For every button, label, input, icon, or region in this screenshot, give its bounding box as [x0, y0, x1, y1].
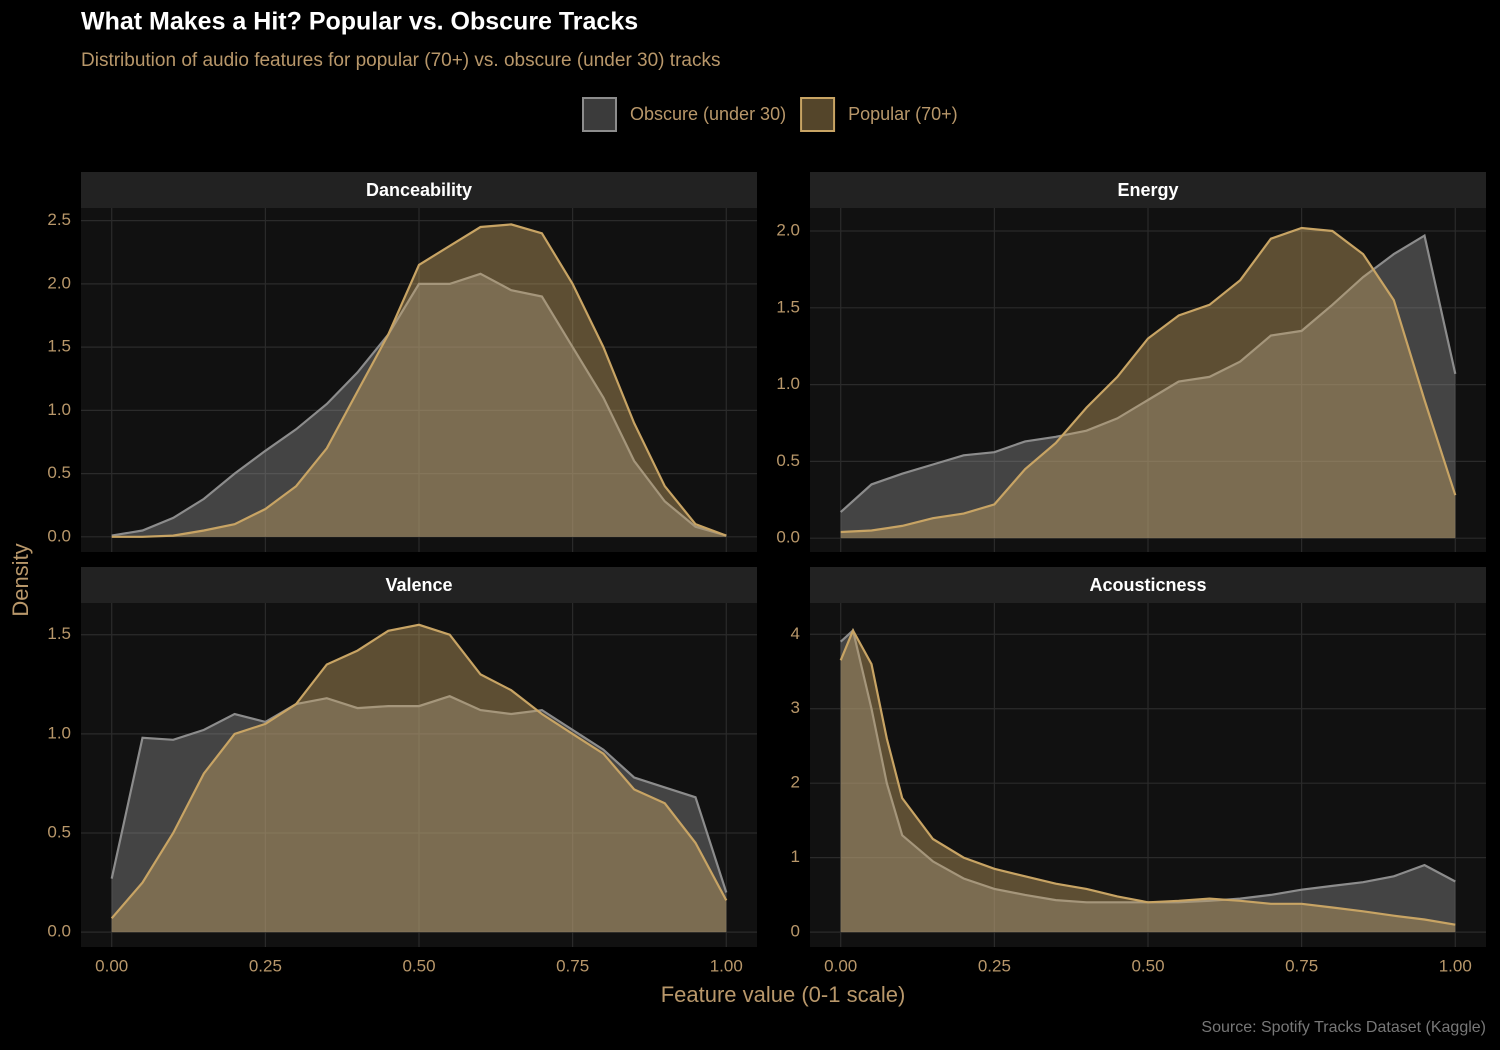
x-tick-label: 0.50: [1131, 956, 1164, 975]
x-tick-label: 0.25: [249, 956, 282, 975]
x-tick-label: 0.00: [824, 956, 857, 975]
y-tick-label: 3: [791, 698, 800, 717]
x-tick-label: 1.00: [710, 956, 743, 975]
y-axis-title: Density: [8, 543, 33, 616]
density-area: [840, 630, 1456, 933]
y-tick-label: 1.0: [776, 374, 800, 393]
y-tick-label: 1.0: [47, 400, 71, 419]
x-tick-label: 0.00: [95, 956, 128, 975]
density-area: [840, 235, 1456, 539]
legend-label: Obscure (under 30): [630, 104, 786, 124]
density-area: [111, 624, 727, 933]
y-tick-label: 0.5: [47, 463, 71, 482]
y-tick-label: 2: [791, 773, 800, 792]
y-tick-label: 0.0: [776, 528, 800, 547]
y-tick-label: 2.5: [47, 210, 71, 229]
x-tick-label: 0.50: [402, 956, 435, 975]
panel-title: Energy: [1117, 180, 1178, 200]
x-tick-label: 1.00: [1439, 956, 1472, 975]
density-line: [111, 223, 727, 538]
y-tick-label: 0.0: [47, 922, 71, 941]
density-line: [110, 623, 728, 920]
y-tick-label: 0.5: [776, 451, 800, 470]
strip: [81, 172, 757, 208]
y-tick-label: 0.5: [47, 822, 71, 841]
y-tick-label: 0: [791, 922, 800, 941]
density-area: [840, 228, 1456, 539]
chart-title: What Makes a Hit? Popular vs. Obscure Tr…: [81, 8, 638, 36]
x-tick-label: 0.75: [556, 956, 589, 975]
density-area: [111, 224, 727, 537]
panel-title: Danceability: [366, 180, 472, 200]
legend-swatch: [800, 97, 836, 132]
density-line: [839, 628, 1456, 904]
y-tick-label: 4: [791, 624, 800, 643]
panel-title: Acousticness: [1089, 575, 1206, 595]
chart-subtitle: Distribution of audio features for popul…: [81, 50, 720, 71]
legend-label: Popular (70+): [848, 104, 958, 124]
density-line: [839, 627, 1456, 926]
y-tick-label: 2.0: [776, 221, 800, 240]
strip: [810, 567, 1486, 603]
density-line: [111, 272, 727, 537]
density-area: [111, 696, 727, 933]
x-axis-title: Feature value (0-1 scale): [661, 982, 906, 1007]
y-tick-label: 1.5: [47, 337, 71, 356]
density-line: [840, 226, 1457, 534]
y-tick-label: 1.5: [47, 624, 71, 643]
density-line: [839, 233, 1457, 513]
caption: Source: Spotify Tracks Dataset (Kaggle): [1201, 1019, 1486, 1036]
x-tick-label: 0.75: [1285, 956, 1318, 975]
y-tick-label: 1.0: [47, 723, 71, 742]
density-area: [111, 273, 727, 537]
y-tick-label: 2.0: [47, 273, 71, 292]
y-tick-label: 0.0: [47, 526, 71, 545]
legend-swatch: [582, 97, 617, 132]
panel-title: Valence: [385, 575, 452, 595]
x-tick-label: 0.25: [978, 956, 1011, 975]
strip: [810, 172, 1486, 208]
strip: [81, 567, 757, 603]
density-line: [110, 695, 728, 893]
density-area: [840, 630, 1456, 933]
y-tick-label: 1: [791, 847, 800, 866]
y-tick-label: 1.5: [776, 297, 800, 316]
